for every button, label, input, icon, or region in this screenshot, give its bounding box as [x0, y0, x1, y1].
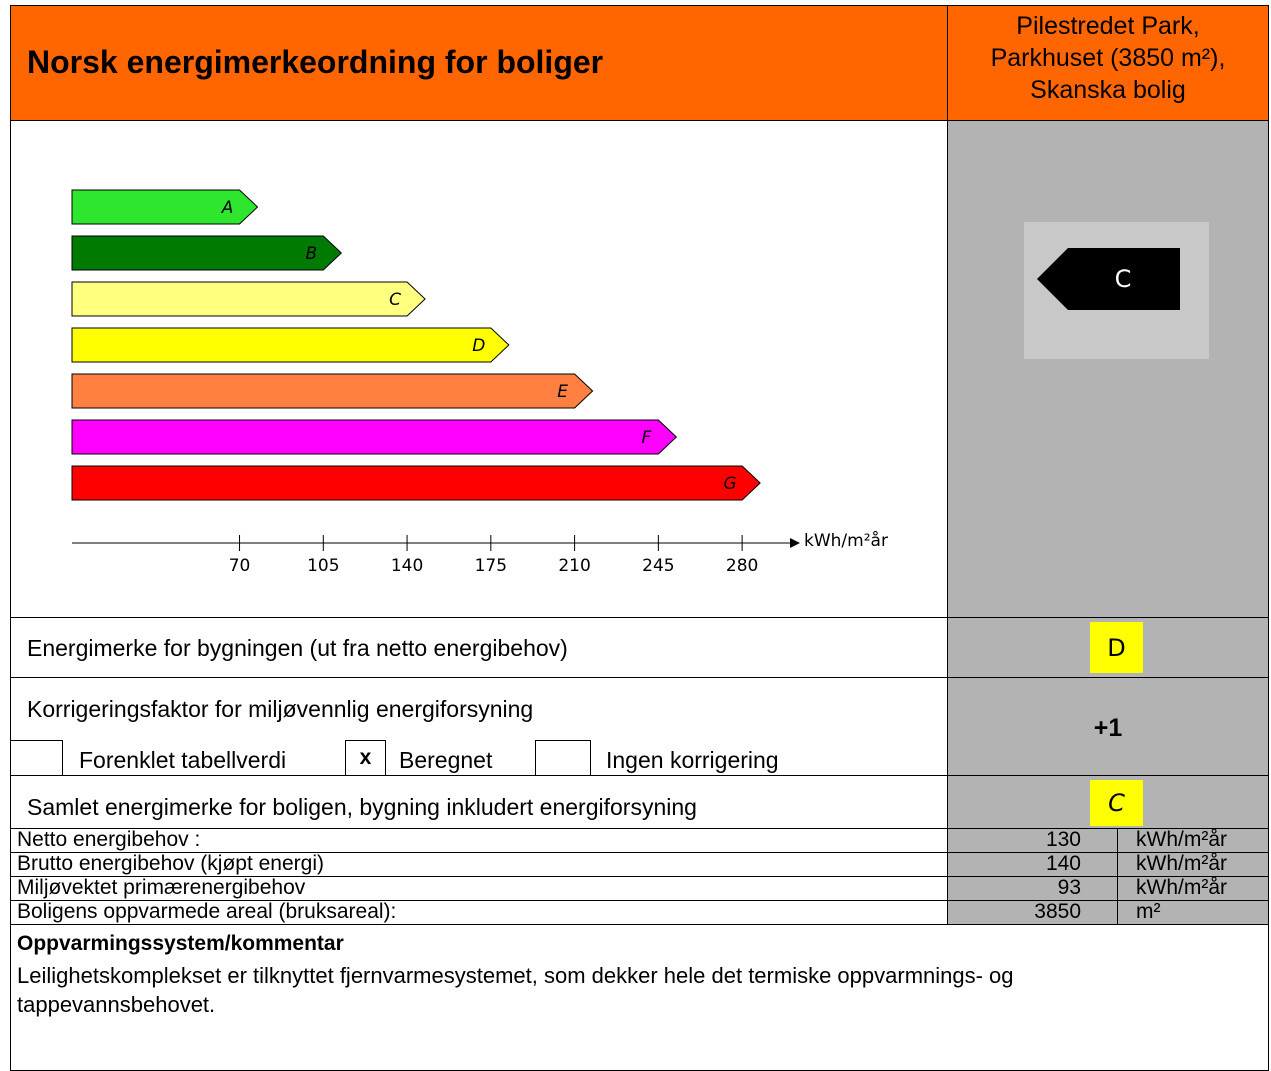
- correction-value: +1: [1093, 714, 1123, 742]
- row-text: Samlet energimerke for boligen, bygning …: [27, 794, 697, 820]
- metric-label: Brutto energibehov (kjøpt energi): [10, 852, 948, 877]
- metric-unit: m²: [1117, 900, 1269, 925]
- checkbox: [535, 740, 591, 776]
- rating-cell: [947, 120, 1269, 618]
- checkbox: x: [345, 740, 386, 776]
- metric-value: 140: [947, 852, 1118, 877]
- metric-unit: kWh/m²år: [1117, 876, 1269, 901]
- metric-value: 130: [947, 828, 1118, 853]
- metric-label: Boligens oppvarmede areal (bruksareal):: [10, 900, 948, 925]
- row-text: Korrigeringsfaktor for miljøvennlig ener…: [27, 696, 534, 722]
- row-text: Energimerke for bygningen (ut fra netto …: [27, 635, 568, 661]
- project-line: Pilestredet Park,: [1016, 12, 1200, 40]
- option-label: Forenklet tabellverdi: [79, 747, 287, 773]
- option-label: Ingen korrigering: [606, 747, 779, 773]
- label-badge: C: [1090, 780, 1143, 826]
- comment-text: Leilighetskomplekset er tilknyttet fjern…: [17, 963, 1014, 1017]
- project-line: Skanska bolig: [1030, 76, 1186, 104]
- header-cell: Norsk energimerkeordning for boliger: [10, 5, 948, 121]
- row-cell: Samlet energimerke for boligen, bygning …: [10, 775, 948, 829]
- metric-label: Netto energibehov :: [10, 828, 948, 853]
- metric-unit: kWh/m²år: [1117, 828, 1269, 853]
- metric-value: 3850: [947, 900, 1118, 925]
- row-value-cell: D: [947, 617, 1269, 678]
- row-value-cell: C: [947, 775, 1269, 829]
- chart-cell: [10, 120, 948, 618]
- row-value-cell: +1: [947, 677, 1269, 776]
- project-line: Parkhuset (3850 m²),: [990, 44, 1226, 72]
- option-label: Beregnet: [399, 747, 493, 773]
- row-cell: Korrigeringsfaktor for miljøvennlig ener…: [10, 677, 948, 776]
- metric-label: Miljøvektet primærenergibehov: [10, 876, 948, 901]
- label-badge: D: [1090, 622, 1143, 673]
- checkbox: [10, 740, 63, 776]
- comment-cell: Oppvarmingssystem/kommentar Leilighetsko…: [10, 924, 1269, 1071]
- title: Norsk energimerkeordning for boliger: [27, 44, 604, 80]
- project-cell: Pilestredet Park, Parkhuset (3850 m²), S…: [947, 5, 1269, 121]
- metric-unit: kWh/m²år: [1117, 852, 1269, 877]
- metric-value: 93: [947, 876, 1118, 901]
- rating-box: [1024, 222, 1209, 359]
- row-cell: Energimerke for bygningen (ut fra netto …: [10, 617, 948, 678]
- comment-heading: Oppvarmingssystem/kommentar: [17, 932, 344, 955]
